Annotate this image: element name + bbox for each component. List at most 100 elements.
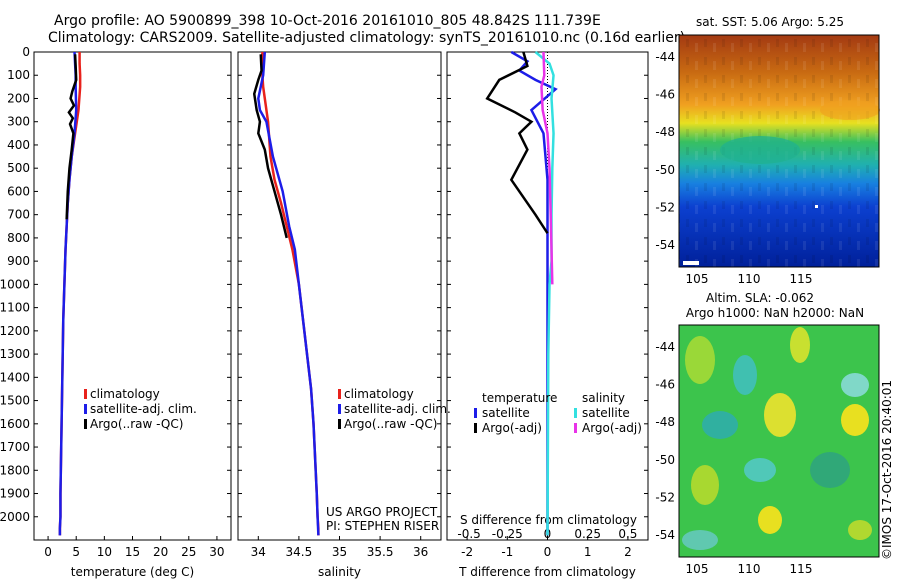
top-tick-label: 0.25 (574, 527, 601, 541)
x-tick-label: -2 (461, 545, 473, 559)
y-tick-label: 500 (7, 161, 30, 175)
map-x-tick-label: 110 (738, 562, 761, 576)
x-tick-label: 1 (584, 545, 592, 559)
project-annotation: US ARGO PROJECT (326, 505, 438, 519)
y-tick-label: 1700 (0, 440, 30, 454)
map-y-tick-label: -54 (655, 528, 675, 542)
sst-map (678, 34, 880, 268)
y-tick-label: 200 (7, 91, 30, 105)
x-tick-label: 0 (44, 545, 52, 559)
x-tick-label: 30 (209, 545, 224, 559)
map-x-tick-label: 115 (790, 562, 813, 576)
legend-swatch (338, 419, 341, 429)
legend-swatch (574, 423, 577, 433)
top-tick-label: -0.5 (457, 527, 480, 541)
y-tick-label: 100 (7, 68, 30, 82)
y-tick-label: 0 (22, 45, 30, 59)
y-tick-label: 1900 (0, 487, 30, 501)
legend-title-temperature: temperature (482, 391, 557, 405)
argo-height-title: Argo h1000: NaN h2000: NaN (686, 306, 864, 320)
map-y-tick-label: -48 (655, 125, 675, 139)
y-tick-label: 900 (7, 254, 30, 268)
series-line-s-argo-adj- (540, 51, 554, 285)
legend-swatch (474, 423, 477, 433)
legend-swatch (338, 389, 341, 399)
series-line-climatology (261, 52, 320, 536)
legend-label: Argo(..raw -QC) (90, 417, 183, 431)
map-x-tick-label: 115 (790, 272, 813, 286)
legend-title-salinity: salinity (582, 391, 625, 405)
x-tick-label: 2 (624, 545, 632, 559)
map-y-tick-label: -44 (655, 340, 675, 354)
legend-label: satellite (482, 406, 530, 420)
y-tick-label: 1300 (0, 347, 30, 361)
legend-label: Argo(..raw -QC) (344, 417, 437, 431)
y-tick-label: 1100 (0, 301, 30, 315)
x-tick-label: 35 (332, 545, 347, 559)
x-tick-label: 20 (153, 545, 168, 559)
legend-label: satellite (582, 406, 630, 420)
header-line-1: Argo profile: AO 5900899_398 10-Oct-2016… (54, 13, 601, 29)
x-tick-label: 35.5 (367, 545, 394, 559)
x-tick-label: 15 (125, 545, 140, 559)
legend-swatch (84, 404, 87, 414)
series-line-satellite-adj-clim- (58, 51, 78, 536)
header-line-2: Climatology: CARS2009. Satellite-adjuste… (48, 30, 686, 46)
legend-label: Argo(-adj) (582, 421, 642, 435)
x-axis-label-salinity: salinity (318, 565, 361, 579)
sla-map (678, 324, 880, 558)
legend-swatch (338, 404, 341, 414)
y-tick-label: 1200 (0, 324, 30, 338)
map-y-tick-label: -46 (655, 378, 675, 392)
sst-map-title: sat. SST: 5.06 Argo: 5.25 (696, 15, 844, 29)
legend-swatch (84, 389, 87, 399)
map-y-tick-label: -46 (655, 88, 675, 102)
top-tick-label: 0.5 (618, 527, 637, 541)
map-y-tick-label: -48 (655, 415, 675, 429)
map-y-tick-label: -44 (655, 50, 675, 64)
series-line-s-satellite (534, 51, 555, 536)
x-tick-label: 25 (181, 545, 196, 559)
x-tick-label: -1 (501, 545, 513, 559)
legend-swatch (574, 408, 577, 418)
map-y-tick-label: -52 (655, 490, 675, 504)
y-tick-label: 1400 (0, 370, 30, 384)
legend-label: satellite-adj. clim. (344, 402, 451, 416)
imos-credit: ©IMOS 17-Oct-2016 20:40:01 (880, 380, 894, 560)
y-tick-label: 1800 (0, 463, 30, 477)
x-tick-label: 0 (544, 545, 552, 559)
series-line-satellite-adj-clim- (257, 51, 320, 536)
y-tick-label: 1000 (0, 277, 30, 291)
y-tick-label: 1500 (0, 394, 30, 408)
x-axis-label-difference: T difference from climatology (458, 565, 636, 579)
y-tick-label: 300 (7, 115, 30, 129)
map-x-tick-label: 105 (686, 562, 709, 576)
x-tick-label: 34 (251, 545, 266, 559)
legend-label: climatology (344, 387, 414, 401)
series-line-argo-raw-qc- (252, 54, 288, 239)
sla-map-title: Altim. SLA: -0.062 (706, 291, 814, 305)
y-tick-label: 600 (7, 184, 30, 198)
map-x-tick-label: 110 (738, 272, 761, 286)
legend-label: satellite-adj. clim. (90, 402, 197, 416)
map-x-tick-label: 105 (686, 272, 709, 286)
y-tick-label: 800 (7, 231, 30, 245)
map-y-tick-label: -52 (655, 200, 675, 214)
x-axis-label-temperature: temperature (deg C) (71, 565, 194, 579)
series-line-argo-raw-qc- (65, 54, 78, 220)
x-tick-label: 36 (413, 545, 428, 559)
series-line-t-argo-adj- (485, 51, 549, 234)
legend-label: Argo(-adj) (482, 421, 542, 435)
map-y-tick-label: -50 (655, 453, 675, 467)
project-annotation: PI: STEPHEN RISER (326, 519, 439, 533)
y-tick-label: 1600 (0, 417, 30, 431)
top-tick-label: -0.25 (492, 527, 523, 541)
map-y-tick-label: -50 (655, 163, 675, 177)
map-y-tick-label: -54 (655, 238, 675, 252)
legend-swatch (84, 419, 87, 429)
y-tick-label: 400 (7, 138, 30, 152)
x-tick-label: 10 (97, 545, 112, 559)
legend-swatch (474, 408, 477, 418)
y-tick-label: 2000 (0, 510, 30, 524)
